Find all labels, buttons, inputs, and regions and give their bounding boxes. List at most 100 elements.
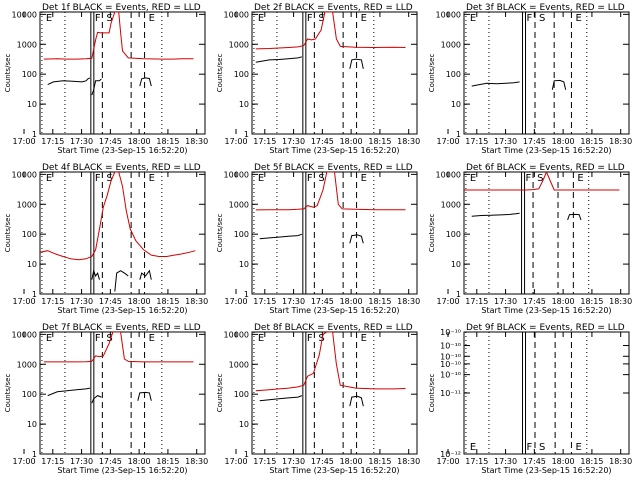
chart-title: Det 7f BLACK = Events, RED = LLD bbox=[42, 323, 201, 333]
series-group bbox=[464, 172, 620, 221]
chart-title: Det 5f BLACK = Events, RED = LLD bbox=[254, 163, 413, 173]
series-line-events bbox=[471, 212, 520, 217]
chart-title: Det 1f BLACK = Events, RED = LLD bbox=[42, 3, 201, 13]
x-tick-label: 18:15 bbox=[580, 137, 603, 146]
y-tick-label: 10⁻¹² bbox=[440, 450, 461, 459]
chart-title: Det 3f BLACK = Events, RED = LLD bbox=[466, 3, 625, 13]
x-axis-label: Start Time (23-Sep-15 16:52:20) bbox=[481, 306, 611, 315]
y-tick-label: 10 bbox=[451, 100, 461, 109]
y-axis-label: Counts/sec bbox=[216, 374, 224, 413]
x-tick-label: 18:30 bbox=[185, 137, 208, 146]
event-marker-label: E bbox=[46, 173, 52, 184]
x-tick-label: 17:30 bbox=[70, 297, 93, 306]
x-tick-label: 17:15 bbox=[253, 137, 276, 146]
x-tick-label: 17:30 bbox=[494, 457, 517, 466]
x-tick-label: 17:00 bbox=[224, 297, 247, 306]
x-tick-label: 18:30 bbox=[609, 137, 632, 146]
x-tick-label: 17:45 bbox=[523, 297, 546, 306]
x-tick-label: 17:15 bbox=[253, 297, 276, 306]
series-line-lld bbox=[464, 172, 620, 191]
event-marker-label: F bbox=[526, 173, 532, 184]
x-tick-label: 17:30 bbox=[70, 137, 93, 146]
chart-title: Det 8f BLACK = Events, RED = LLD bbox=[254, 323, 413, 333]
event-marker-label: S bbox=[106, 173, 112, 184]
x-tick-label: 17:30 bbox=[282, 137, 305, 146]
x-tick-label: 17:15 bbox=[465, 457, 488, 466]
series-line-lld bbox=[43, 332, 194, 363]
series-line-events bbox=[259, 233, 303, 240]
event-marker-label: F bbox=[95, 13, 101, 24]
chart-panel: Det 8f BLACK = Events, RED = LLD 1 10 100 10… bbox=[216, 323, 420, 475]
plot-frame bbox=[251, 11, 418, 135]
chart-panel: Det 6f BLACK = Events, RED = LLD 1 10 100 10… bbox=[428, 163, 632, 315]
y-tick-label: 1000 bbox=[441, 40, 461, 49]
x-tick-label: 18:15 bbox=[156, 457, 179, 466]
x-axis-label: Start Time (23-Sep-15 16:52:20) bbox=[57, 466, 187, 475]
event-marker-label: S bbox=[318, 13, 324, 24]
series-line-events bbox=[567, 213, 582, 221]
x-tick-label: 17:45 bbox=[523, 137, 546, 146]
plot-frame bbox=[39, 331, 206, 455]
x-tick-label: 18:30 bbox=[397, 297, 420, 306]
y-tick-label: 100 bbox=[234, 390, 249, 399]
x-tick-label: 17:00 bbox=[12, 297, 35, 306]
y-tick-label: 10 bbox=[27, 100, 37, 109]
x-tick-label: 17:00 bbox=[224, 137, 247, 146]
y-axis-label: Counts/sec bbox=[4, 374, 12, 413]
series-line-events bbox=[91, 395, 102, 404]
series-line-lld bbox=[40, 172, 196, 261]
x-tick-label: 17:15 bbox=[465, 297, 488, 306]
event-marker-label: E bbox=[470, 13, 476, 24]
x-tick-label: 18:00 bbox=[552, 137, 575, 146]
y-tick-label: 1000 bbox=[229, 200, 249, 209]
y-tick-label: 10⁻¹⁰ bbox=[440, 352, 461, 361]
x-tick-label: 17:15 bbox=[41, 297, 64, 306]
x-tick-label: 17:30 bbox=[494, 137, 517, 146]
series-line-events bbox=[139, 269, 152, 280]
x-tick-label: 17:15 bbox=[253, 457, 276, 466]
chart-panel: Det 1f BLACK = Events, RED = LLD 1 10 100 10… bbox=[4, 3, 208, 155]
x-axis-label: Start Time (23-Sep-15 16:52:20) bbox=[481, 466, 611, 475]
series-line-events bbox=[349, 395, 364, 407]
y-tick-label: 100 bbox=[22, 70, 37, 79]
y-tick-label: 1 bbox=[456, 290, 461, 299]
y-tick-label: 10⁻¹⁰ bbox=[440, 328, 461, 337]
chart-title: Det 6f BLACK = Events, RED = LLD bbox=[466, 163, 625, 173]
series-line-lld bbox=[255, 332, 406, 392]
event-marker-label: S bbox=[106, 13, 112, 24]
event-marker-label: E bbox=[470, 173, 476, 184]
y-tick-label: 1000 bbox=[17, 40, 37, 49]
series-line-lld bbox=[255, 172, 406, 211]
x-tick-label: 18:30 bbox=[397, 457, 420, 466]
y-tick-label: 1000 bbox=[17, 200, 37, 209]
x-tick-label: 17:00 bbox=[12, 457, 35, 466]
x-axis-label: Start Time (23-Sep-15 16:52:20) bbox=[269, 466, 399, 475]
plot-frame bbox=[251, 331, 418, 455]
series-line-events bbox=[114, 270, 129, 292]
x-tick-label: 18:30 bbox=[397, 137, 420, 146]
x-axis-label: Start Time (23-Sep-15 16:52:20) bbox=[57, 146, 187, 155]
x-tick-label: 17:45 bbox=[99, 457, 122, 466]
y-axis-label: Counts/sec bbox=[4, 54, 12, 93]
x-axis-label: Start Time (23-Sep-15 16:52:20) bbox=[481, 146, 611, 155]
x-tick-label: 17:15 bbox=[41, 457, 64, 466]
y-tick-label: 10 bbox=[27, 420, 37, 429]
y-tick-label: 100 bbox=[22, 390, 37, 399]
event-marker-label: S bbox=[539, 442, 545, 453]
event-marker-label: E bbox=[361, 173, 367, 184]
event-marker-label: E bbox=[46, 13, 52, 24]
event-marker-label: E bbox=[258, 333, 264, 344]
x-tick-label: 18:00 bbox=[128, 137, 151, 146]
x-tick-label: 17:45 bbox=[311, 297, 334, 306]
y-tick-label: 10⁻¹⁰ bbox=[440, 360, 461, 369]
event-marker-label: S bbox=[318, 173, 324, 184]
x-tick-label: 17:00 bbox=[436, 457, 459, 466]
y-tick-label: 100 bbox=[234, 70, 249, 79]
series-line-events bbox=[47, 387, 91, 397]
y-tick-label: 1 bbox=[244, 450, 249, 459]
y-axis-label: Counts/sec bbox=[428, 374, 436, 413]
y-tick-label: 10⁻¹⁰ bbox=[440, 342, 461, 351]
series-line-events bbox=[255, 56, 303, 63]
y-tick-label: 10 bbox=[239, 420, 249, 429]
